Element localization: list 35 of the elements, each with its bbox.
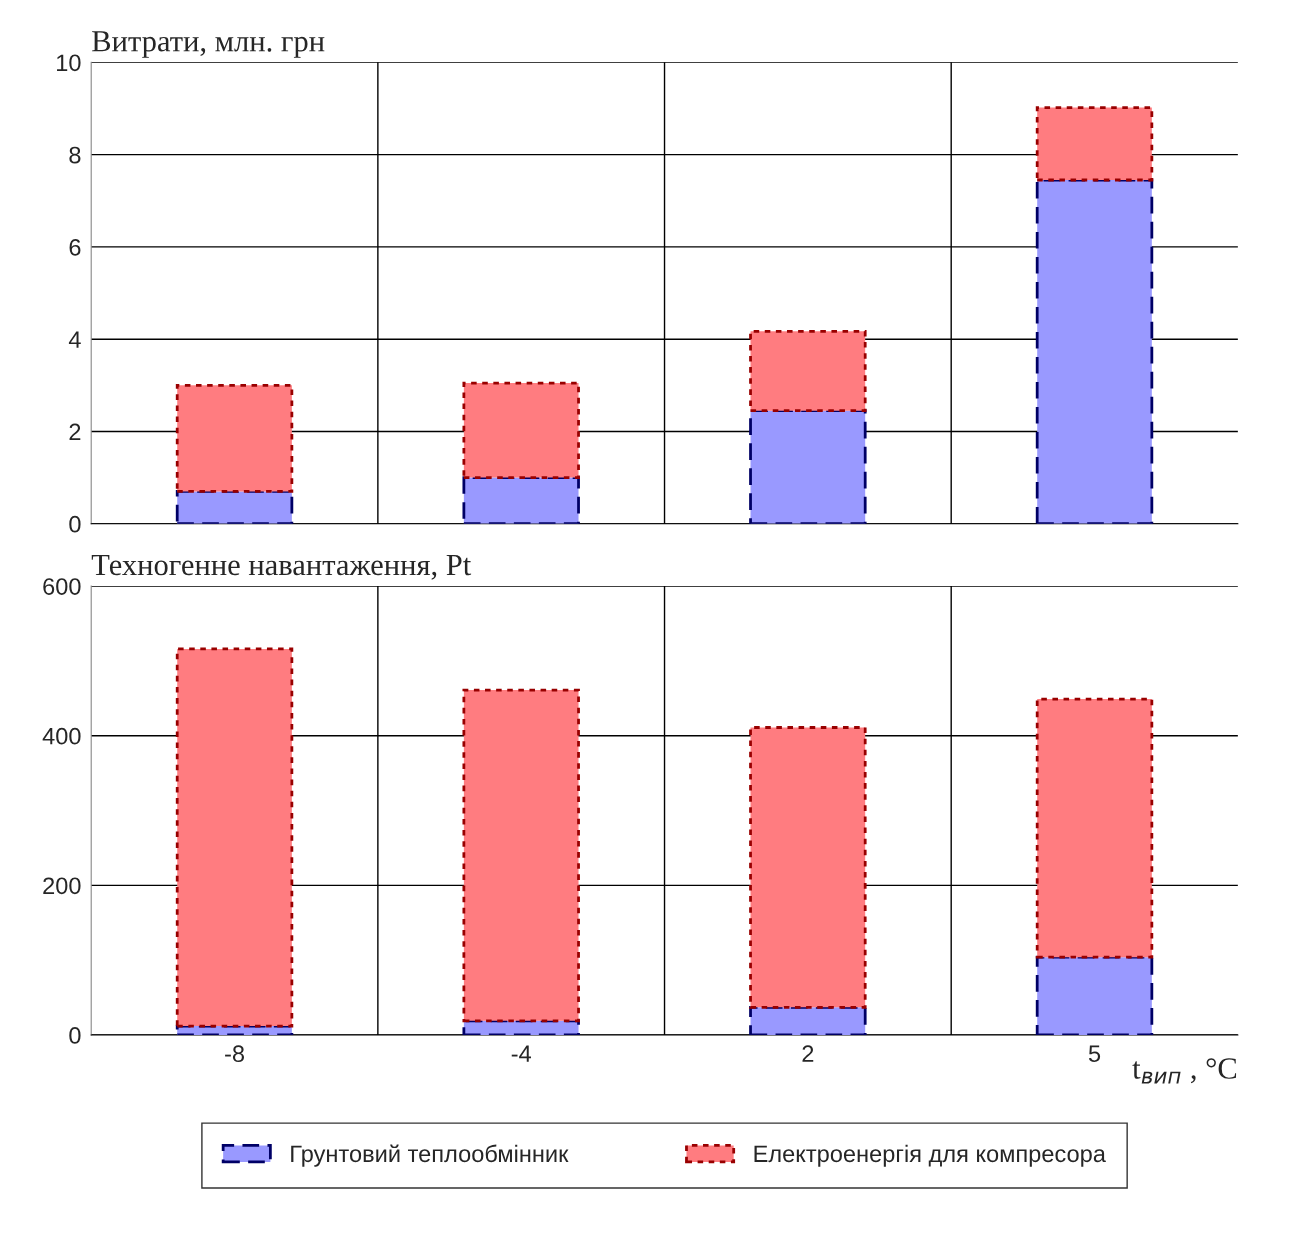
y-tick-label: 2: [69, 423, 81, 441]
y-tick-label: 600: [43, 578, 81, 595]
bar: [175, 383, 294, 493]
chart-title: Техногенне навантаження, Pt: [91, 554, 472, 580]
y-tick-label: 0: [69, 515, 81, 533]
x-tick-label: -4: [511, 1045, 532, 1062]
x-axis-title: t$_{вип}$ , °C: [1132, 1058, 1237, 1084]
bar: [1035, 178, 1154, 524]
y-tick-label: 6: [69, 238, 81, 256]
y-tick-label: 8: [69, 146, 81, 164]
y-tick-label: 400: [42, 727, 81, 745]
chart-title: Витрати, млн. грн: [92, 31, 325, 58]
x-tick-label: 2: [802, 1045, 814, 1062]
bar: [749, 726, 867, 1009]
bar: [749, 409, 867, 524]
y-tick-label: 200: [43, 877, 81, 895]
legend-label: Грунтовий теплообмінник: [291, 1144, 569, 1167]
x-tick-label: -8: [225, 1045, 245, 1063]
bar: [749, 1005, 867, 1036]
y-tick-label: 0: [69, 1027, 81, 1044]
bar: [749, 329, 867, 413]
bar: [462, 1019, 580, 1036]
bar: [175, 1024, 294, 1036]
bar: [1035, 106, 1154, 182]
bar: [175, 490, 294, 524]
bar: [1035, 697, 1154, 959]
bar: [462, 476, 580, 524]
bar: [462, 688, 580, 1023]
y-tick-label: 4: [68, 331, 81, 348]
x-tick-label: 5: [1088, 1045, 1101, 1063]
bar: [175, 647, 294, 1028]
bar: [1035, 955, 1154, 1036]
y-tick-label: 10: [57, 54, 81, 72]
legend-label: Електроенергія для компресора: [754, 1144, 1106, 1167]
bar: [462, 381, 580, 479]
